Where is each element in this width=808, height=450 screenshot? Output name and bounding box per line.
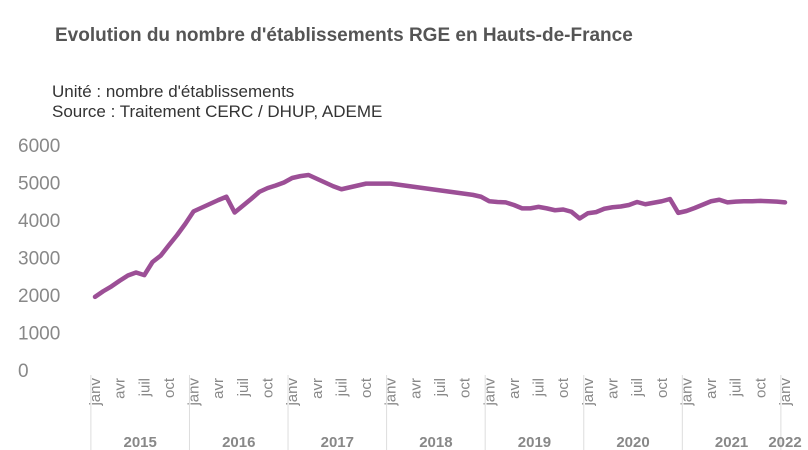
year-label: 2021 <box>715 434 748 450</box>
chart-source: Source : Traitement CERC / DHUP, ADEME <box>52 102 383 121</box>
x-tick-label: janv <box>678 378 695 407</box>
x-tick-label: juil <box>136 378 153 397</box>
x-tick-label: avr <box>703 378 720 399</box>
year-label: 2020 <box>616 434 649 450</box>
x-tick-label: oct <box>260 377 277 398</box>
x-tick-label: janv <box>87 378 104 407</box>
year-label: 2016 <box>222 434 255 450</box>
x-tick-label: avr <box>210 378 227 399</box>
x-tick-label: juil <box>629 378 646 397</box>
line-series <box>92 172 788 300</box>
year-label: 2018 <box>419 434 452 450</box>
year-label: 2015 <box>123 434 156 450</box>
x-tick-label: avr <box>112 378 129 399</box>
year-label: 2022 <box>768 434 801 450</box>
x-tick-label: avr <box>605 378 622 399</box>
y-tick-label: 5000 <box>18 174 60 195</box>
y-tick-label: 0 <box>18 361 29 382</box>
x-tick-label: janv <box>777 378 794 407</box>
x-tick-label: janv <box>383 378 400 407</box>
y-tick-label: 1000 <box>18 324 60 345</box>
y-tick-label: 2000 <box>18 286 60 307</box>
chart-subtitle: Unité : nombre d'établissements <box>52 82 295 101</box>
year-label: 2019 <box>518 434 551 450</box>
x-tick-label: juil <box>432 378 449 397</box>
x-tick-label: avr <box>407 378 424 399</box>
y-tick-label: 6000 <box>18 136 60 157</box>
chart-title: Evolution du nombre d'établissements RGE… <box>55 25 633 46</box>
x-tick-label: oct <box>752 377 769 398</box>
x-tick-label: janv <box>284 378 301 407</box>
x-tick-label: janv <box>186 378 203 407</box>
x-tick-label: juil <box>531 378 548 397</box>
x-tick-label: oct <box>457 377 474 398</box>
x-tick-label: janv <box>481 378 498 407</box>
x-tick-label: avr <box>506 378 523 399</box>
x-tick-label: oct <box>161 377 178 398</box>
x-tick-label: juil <box>728 378 745 397</box>
y-tick-label: 4000 <box>18 211 60 232</box>
x-tick-label: oct <box>654 377 671 398</box>
y-tick-label: 3000 <box>18 249 60 270</box>
x-tick-label: oct <box>358 377 375 398</box>
x-tick-label: juil <box>235 378 252 397</box>
x-tick-label: avr <box>309 378 326 399</box>
year-label: 2017 <box>321 434 354 450</box>
x-tick-label: juil <box>333 378 350 397</box>
x-tick-label: janv <box>580 378 597 407</box>
x-tick-label: oct <box>555 377 572 398</box>
